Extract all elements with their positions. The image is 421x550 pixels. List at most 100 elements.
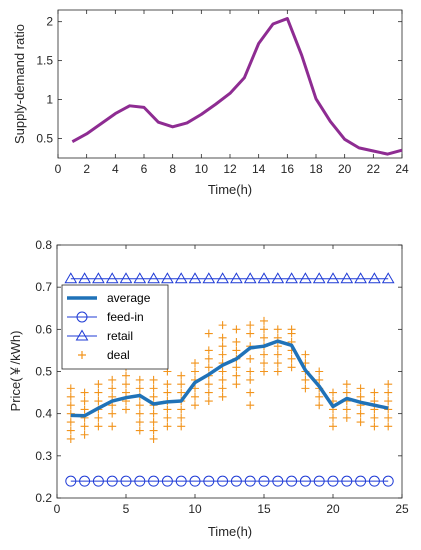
deal-point <box>163 405 172 414</box>
legend-retail-marker <box>75 329 89 341</box>
deal-point <box>356 409 365 418</box>
deal-point <box>218 367 227 376</box>
deal-point <box>191 392 199 401</box>
deal-point <box>273 359 282 368</box>
top-x-tick-label: 22 <box>367 162 381 176</box>
deal-point <box>135 401 144 410</box>
deal-point <box>260 367 268 376</box>
bottom-y-axis-label: Price(￥/kWh) <box>8 331 23 412</box>
bottom-x-tick-label: 10 <box>188 502 202 516</box>
deal-point <box>177 405 186 414</box>
deal-point <box>356 384 365 393</box>
deal-point <box>177 422 186 431</box>
top-x-tick-label: 8 <box>169 162 176 176</box>
deal-point <box>342 388 351 397</box>
retail-point <box>312 272 326 284</box>
deal-point <box>260 359 268 368</box>
legend-retail-label: retail <box>107 329 133 343</box>
deal-point <box>149 384 158 393</box>
top-x-tick-label: 24 <box>395 162 409 176</box>
deal-point <box>260 350 268 359</box>
deal-point <box>66 392 75 401</box>
deal-point <box>232 346 241 355</box>
deal-point <box>384 380 393 389</box>
top-x-axis-label: Time(h) <box>208 182 252 197</box>
deal-point <box>66 384 75 393</box>
top-x-tick-label: 0 <box>55 162 62 176</box>
retail-point <box>174 272 188 284</box>
deal-point <box>342 380 351 389</box>
deal-point <box>80 397 89 406</box>
feed-in-point <box>382 475 394 487</box>
top-y-axis-label: Supply-demand ratio <box>12 24 27 144</box>
deal-point <box>94 380 103 389</box>
legend-item-average: average <box>67 291 151 305</box>
retail-point <box>147 272 160 284</box>
retail-point <box>202 272 216 284</box>
deal-point <box>204 346 213 355</box>
top-x-tick-label: 14 <box>252 162 266 176</box>
deal-point <box>218 350 227 359</box>
legend-feed-in-marker <box>76 311 88 323</box>
bottom-x-axis-label: Time(h) <box>208 524 252 539</box>
deal-point <box>149 375 158 384</box>
deal-point <box>246 367 255 376</box>
top-x-tick-label: 16 <box>281 162 295 176</box>
deal-point <box>149 392 158 401</box>
deal-point <box>246 375 255 384</box>
deal-point <box>232 380 241 389</box>
bottom-y-tick-label: 0.8 <box>35 238 52 252</box>
bottom-y-tick-label: 0.7 <box>35 280 52 294</box>
deal-point <box>66 401 75 410</box>
feed-in-point <box>79 475 91 487</box>
supply-demand-chart: 0 2 4 6 8 10 12 14 16 18 20 22 240.511.52 Time(h) Su… <box>12 9 409 197</box>
deal-point <box>329 388 337 397</box>
deal-point <box>232 371 241 380</box>
feed-in-point <box>148 475 160 487</box>
retail-point <box>299 272 312 284</box>
deal-point <box>177 413 186 422</box>
feed-in-point <box>355 475 367 487</box>
deal-point <box>94 397 103 406</box>
legend-item-deal: deal <box>78 348 130 362</box>
top-y-tick-label: 1 <box>46 93 53 107</box>
top-x-tick-label: 2 <box>83 162 90 176</box>
legend: average feed-in retail deal <box>61 284 169 370</box>
deal-point <box>232 337 241 346</box>
feed-in-point <box>161 475 173 487</box>
deal-point <box>66 434 75 443</box>
deal-point <box>163 380 172 389</box>
deal-point <box>135 375 144 384</box>
feed-in-point <box>313 475 325 487</box>
deal-point <box>287 354 296 363</box>
deal-point <box>384 397 393 406</box>
deal-point <box>356 418 365 427</box>
retail-point <box>368 272 381 284</box>
top-series-group <box>71 17 403 156</box>
deal-point <box>287 363 296 372</box>
deal-point <box>108 422 117 431</box>
deal-point <box>204 363 213 372</box>
supply-demand-ratio-line <box>71 17 403 156</box>
deal-point <box>108 384 117 393</box>
bottom-y-tick-label: 0.2 <box>35 491 52 505</box>
deal-point <box>149 434 158 443</box>
deal-point <box>149 426 158 435</box>
retail-point <box>105 272 119 284</box>
top-y-tick-label: 2 <box>46 15 53 29</box>
deal-point <box>94 422 103 431</box>
deal-point <box>177 371 186 380</box>
retail-point <box>285 272 298 284</box>
deal-point <box>246 321 255 330</box>
retail-point <box>161 272 174 284</box>
feed-in-point <box>299 475 311 487</box>
legend-deal-label: deal <box>107 348 130 362</box>
deal-point <box>315 367 324 376</box>
deal-point <box>218 333 227 342</box>
deal-point <box>80 388 89 397</box>
retail-point <box>230 272 243 284</box>
retail-point <box>133 272 147 284</box>
feed-in-point <box>327 475 339 487</box>
deal-point <box>135 418 144 427</box>
deal-point <box>204 380 213 389</box>
